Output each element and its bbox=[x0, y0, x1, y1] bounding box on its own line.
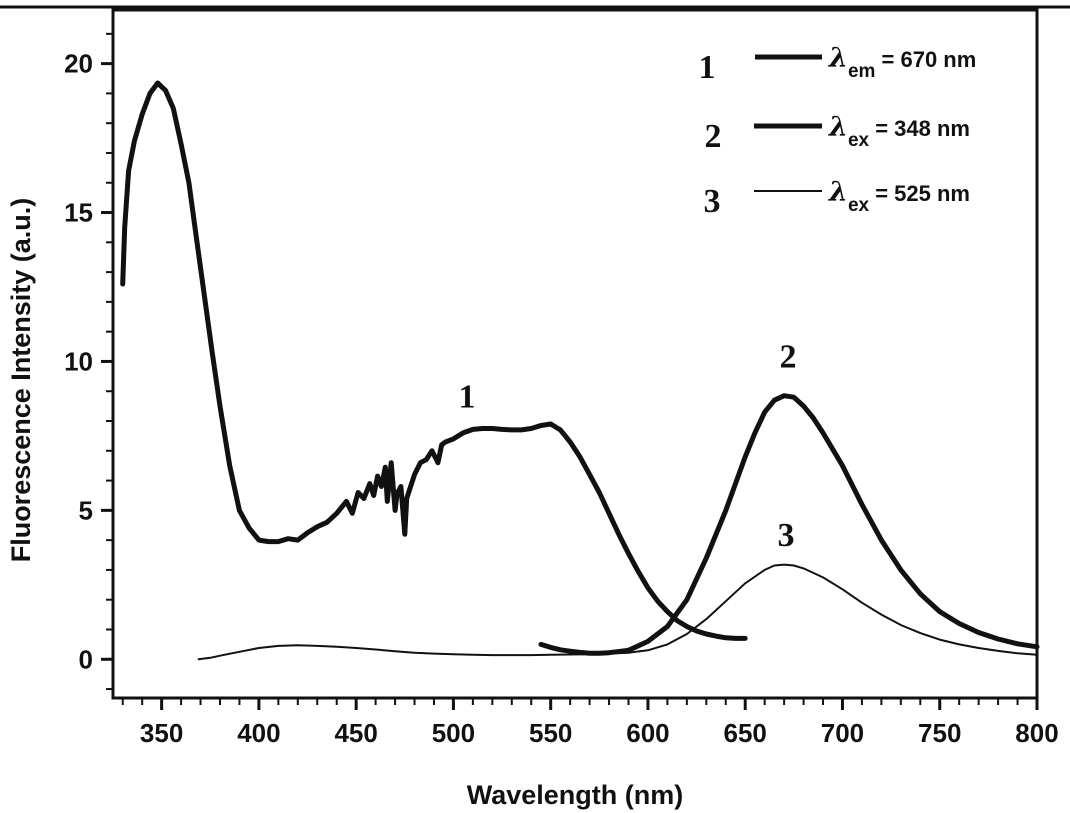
y-tick-label-15: 15 bbox=[64, 198, 93, 228]
legend-label-1: λem = 670 nm bbox=[828, 43, 976, 82]
x-axis-title: Wavelength (nm) bbox=[467, 780, 684, 810]
x-tick-label-600: 600 bbox=[626, 718, 669, 748]
legend-label-2: λex = 348 nm bbox=[828, 112, 970, 151]
curve-labels: 1 2 3 bbox=[459, 338, 797, 554]
x-tick-label-400: 400 bbox=[237, 718, 280, 748]
y-tick-label-5: 5 bbox=[79, 495, 93, 525]
curve-label-3: 3 bbox=[778, 517, 795, 554]
legend-number-2: 2 bbox=[705, 118, 722, 155]
legend-number-1: 1 bbox=[699, 49, 716, 86]
series-line-3 bbox=[197, 563, 1038, 661]
y-tick-label-10: 10 bbox=[64, 346, 93, 376]
plot-frame bbox=[111, 8, 1039, 700]
curve-label-2: 2 bbox=[780, 338, 797, 375]
legend: 1 λem = 670 nm 2 λex = 348 nm 3 λex = 525 nm bbox=[699, 43, 977, 220]
legend-label-3: λex = 525 nm bbox=[828, 177, 970, 216]
y-axis-title: Fluorescence Intensity (a.u.) bbox=[6, 198, 36, 563]
series-line-1 bbox=[120, 80, 748, 641]
x-tick-label-700: 700 bbox=[821, 718, 864, 748]
y-tick-label-20: 20 bbox=[64, 49, 93, 79]
x-tick-label-350: 350 bbox=[140, 718, 183, 748]
y-axis: 0 5 10 15 20 bbox=[64, 32, 113, 691]
curve-label-1: 1 bbox=[459, 379, 476, 416]
x-tick-label-800: 800 bbox=[1015, 718, 1058, 748]
x-axis: 350 400 450 500 550 600 650 700 750 800 bbox=[121, 698, 1059, 748]
x-tick-label-650: 650 bbox=[724, 718, 767, 748]
series-group bbox=[120, 80, 1040, 661]
x-tick-label-450: 450 bbox=[334, 718, 377, 748]
y-tick-label-0: 0 bbox=[79, 644, 93, 674]
x-tick-label-750: 750 bbox=[918, 718, 961, 748]
x-tick-label-550: 550 bbox=[529, 718, 572, 748]
legend-number-3: 3 bbox=[704, 183, 721, 220]
x-tick-label-500: 500 bbox=[432, 718, 475, 748]
